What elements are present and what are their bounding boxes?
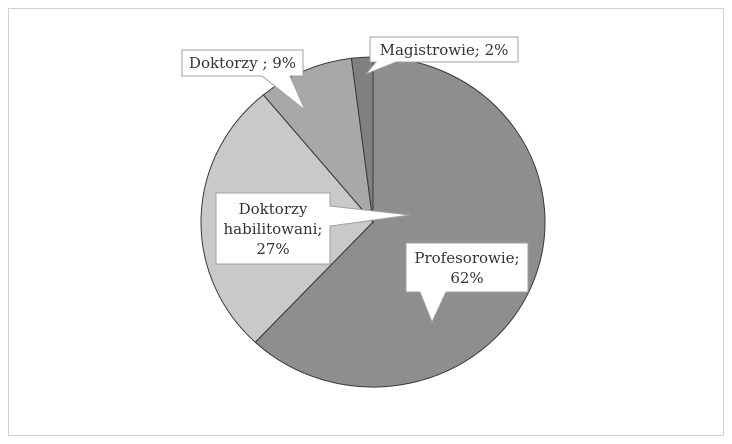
callout-box	[181, 49, 306, 111]
callout-box	[215, 192, 411, 265]
callout-box	[365, 36, 519, 75]
data-label: Doktorzy habilitowani; 27%	[223, 199, 323, 258]
data-label: Profesorowie; 62%	[414, 248, 520, 287]
data-label: Magistrowie; 2%	[379, 40, 509, 59]
data-label: Doktorzy ; 9%	[188, 54, 297, 72]
callout-box	[405, 242, 529, 324]
pie-slice	[254, 56, 546, 388]
